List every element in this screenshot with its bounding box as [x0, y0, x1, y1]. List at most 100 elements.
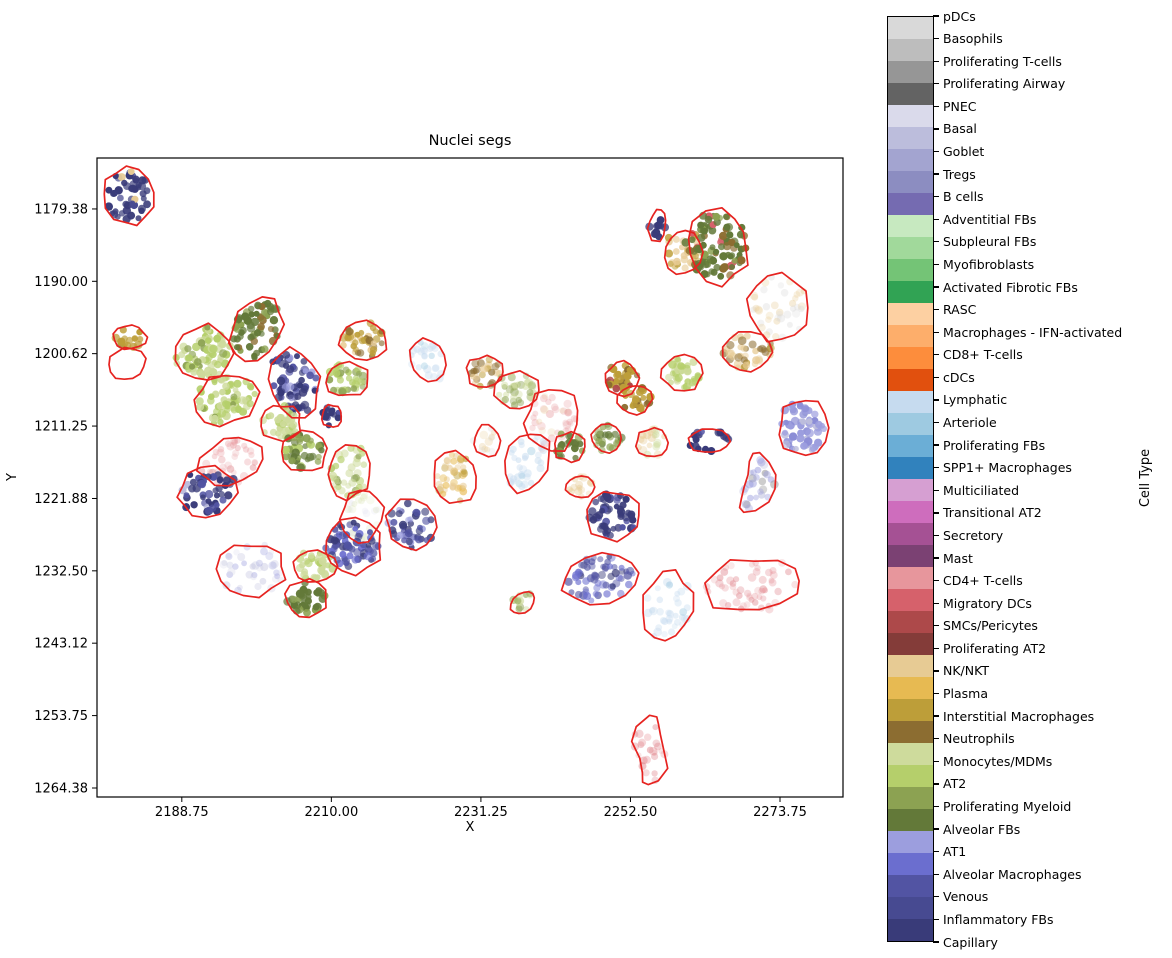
nucleus-dot: [732, 598, 741, 607]
colorbar-swatch: [888, 567, 933, 589]
nucleus-dot: [517, 399, 525, 407]
nucleus-dot: [584, 564, 591, 571]
colorbar-swatch: [888, 853, 933, 875]
nucleus-dot: [216, 448, 225, 457]
cell-type-label: Myofibroblasts: [943, 256, 1035, 272]
nucleus-dot: [510, 401, 519, 409]
colorbar-swatch: [888, 171, 933, 193]
nucleus-dot: [261, 308, 269, 316]
segmentation-outline: [112, 324, 149, 351]
segmentation-outline: [738, 451, 777, 514]
nucleus-dot: [253, 310, 260, 317]
nucleus-dot: [251, 459, 259, 466]
nucleus-dot: [122, 215, 131, 224]
colorbar-entry: Proliferating Myeloid: [933, 798, 1071, 814]
nucleus-dot: [790, 416, 800, 426]
nucleus-dot: [370, 507, 379, 515]
colorbar-swatch: [888, 501, 933, 523]
nucleus-dot: [350, 385, 358, 392]
nucleus-dot: [572, 454, 579, 462]
nucleus-dot: [588, 507, 597, 516]
nucleus-dot: [413, 345, 421, 353]
nucleus-dot: [527, 479, 535, 487]
nucleus-dot: [250, 317, 260, 327]
nucleus-dot: [537, 459, 545, 467]
nucleus-dot: [523, 469, 532, 478]
nucleus-dot: [661, 617, 669, 626]
nucleus-dot: [611, 569, 620, 578]
nucleus-dot: [796, 434, 805, 443]
nucleus-dot: [574, 433, 584, 442]
nucleus-dot: [260, 562, 269, 572]
nucleus-dot: [595, 511, 604, 520]
nucleus-dot: [769, 571, 778, 580]
nucleus-dot: [237, 553, 246, 561]
nucleus-dot: [304, 588, 312, 596]
nucleus-dot: [346, 552, 354, 560]
nucleus-dot: [428, 352, 435, 359]
nucleus-dot: [747, 573, 757, 582]
segmentation-outline: [564, 475, 596, 499]
nucleus-dot: [233, 335, 241, 343]
nucleus-dot: [296, 563, 305, 573]
nucleus-dot: [277, 389, 285, 397]
nucleus-dot: [401, 537, 408, 544]
nucleus-dot: [267, 325, 275, 333]
nucleus-dot: [746, 592, 753, 599]
segmentation-outline: [215, 544, 287, 599]
nucleus-dot: [649, 606, 658, 616]
nucleus-dot: [417, 524, 423, 531]
nucleus-dot: [529, 424, 536, 432]
nucleus-dot: [478, 442, 487, 451]
nucleus-dot: [659, 617, 667, 624]
colorbar-entry: Arteriole: [933, 415, 997, 431]
nucleus-dot: [725, 349, 735, 359]
colorbar-entry: Lymphatic: [933, 392, 1007, 408]
nucleus-dot: [421, 353, 428, 359]
colorbar-swatch: [888, 809, 933, 831]
nucleus-dot: [369, 324, 377, 332]
colorbar-tick: [933, 534, 939, 537]
nucleus-dot: [216, 477, 223, 484]
nucleus-dot: [753, 494, 759, 501]
nucleus-dot: [789, 299, 797, 307]
nucleus-dot: [672, 612, 679, 619]
nucleus-dot: [678, 613, 686, 621]
colorbar-tick: [933, 286, 939, 288]
cell-type-label: Tregs: [943, 166, 976, 182]
nucleus-dot: [271, 575, 280, 583]
nucleus-dot: [609, 583, 616, 590]
nucleus-dot: [351, 555, 360, 564]
nucleus-dot: [254, 582, 262, 591]
segmentation-outline: [604, 359, 641, 398]
nucleus-dot: [713, 248, 720, 255]
nucleus-dot: [415, 535, 423, 544]
colorbar-entry: Transitional AT2: [933, 505, 1042, 521]
nucleus-dot: [765, 316, 772, 324]
nucleus-dot: [347, 463, 356, 472]
nucleus-dot: [592, 590, 599, 598]
nucleus-dot: [431, 344, 439, 353]
nucleus-dot: [450, 457, 458, 465]
colorbar-tick: [933, 331, 939, 333]
nucleus-dot: [591, 572, 600, 581]
nucleus-dot: [567, 420, 574, 427]
colorbar-swatch: [888, 765, 933, 787]
colorbar-tick: [933, 83, 939, 85]
nucleus-dot: [479, 371, 486, 379]
nucleus-dot: [759, 460, 769, 469]
colorbar-swatch: [888, 787, 933, 809]
nucleus-dot: [356, 370, 362, 377]
colorbar-swatch: [888, 61, 933, 83]
nucleus-dot: [196, 402, 205, 411]
nucleus-dot: [507, 373, 516, 382]
colorbar-entry: SPP1+ Macrophages: [933, 460, 1072, 476]
nucleus-dot: [758, 575, 767, 584]
segmentation-outline: [408, 337, 447, 383]
nucleus-dot: [315, 441, 322, 449]
nucleus-dot: [461, 468, 468, 475]
cell-type-label: Basal: [943, 121, 977, 137]
nucleus-dot: [479, 365, 488, 374]
nucleus-dot: [768, 577, 775, 584]
